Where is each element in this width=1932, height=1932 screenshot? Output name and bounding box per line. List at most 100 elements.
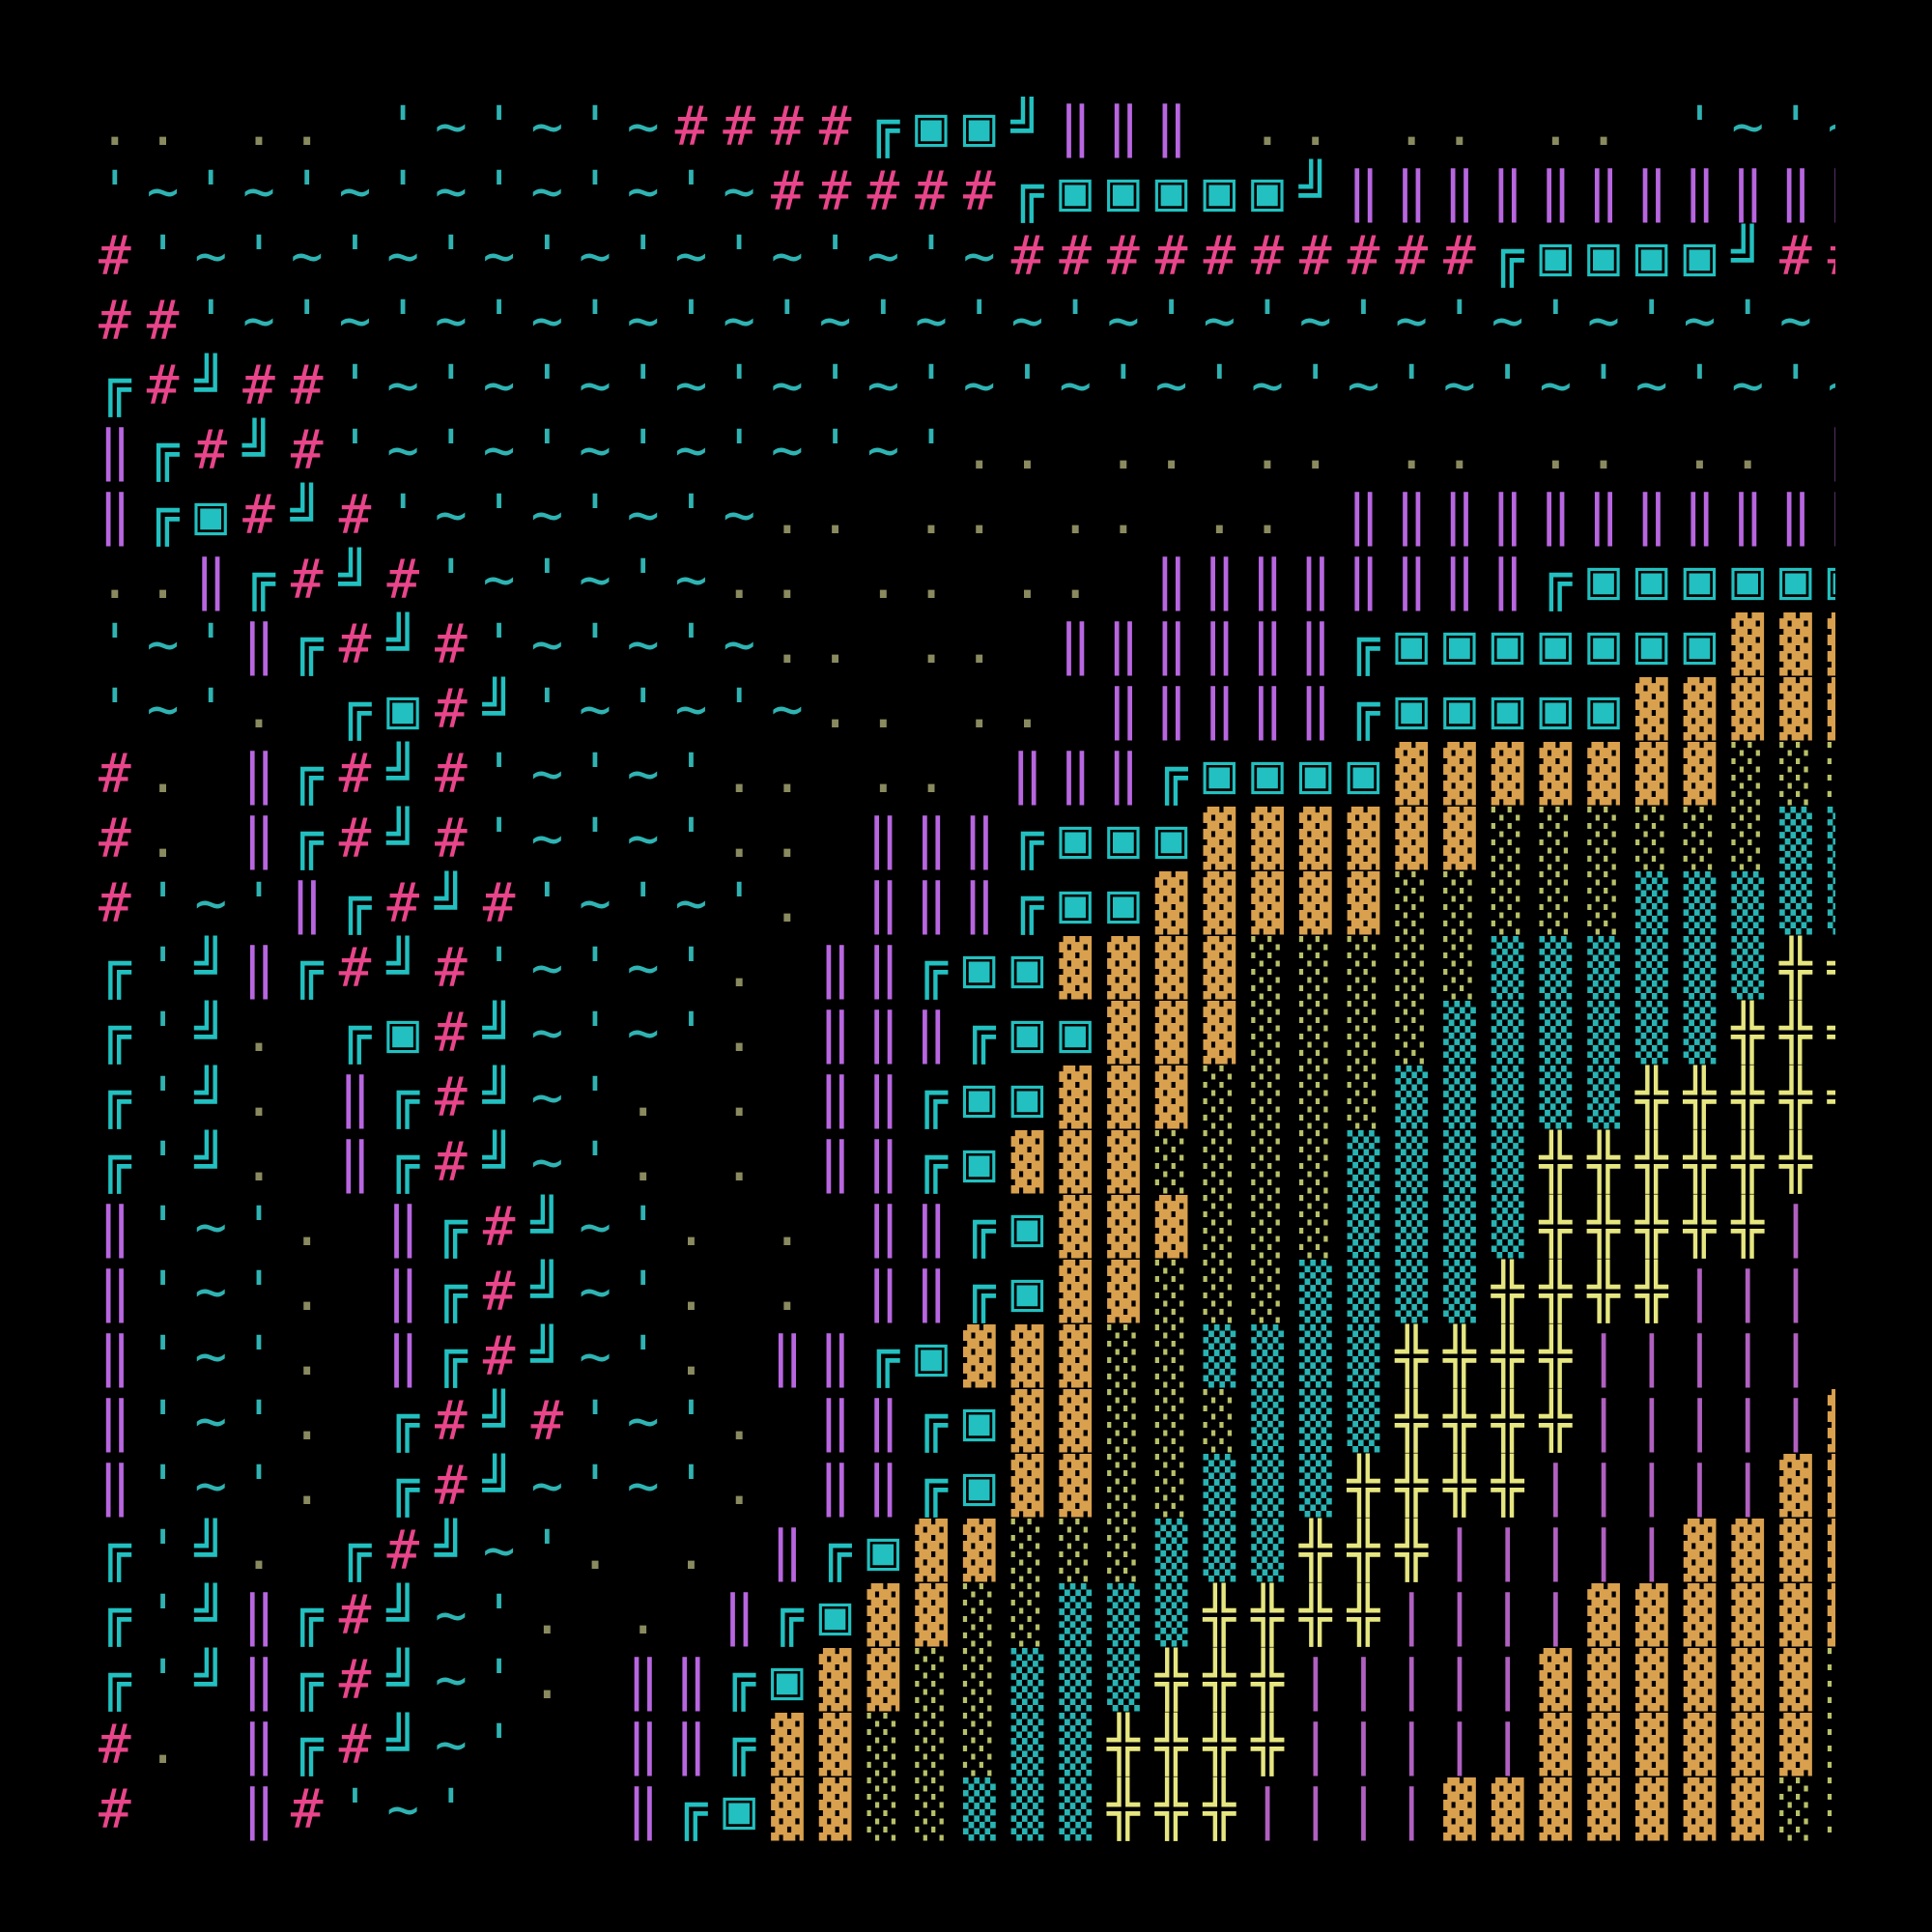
glyph-run: ‖ — [194, 549, 242, 611]
glyph-run: # — [483, 872, 531, 935]
glyph-run: ▓▓▓▓▓▓▓▓▓ — [1779, 1454, 1932, 1518]
glyph-run: ▒▒▒▒▒▒▒ — [1635, 870, 1932, 935]
glyph-row: ##'~'~'~'~'~'~'~'~'~'~'~'~'~'~'~'~'~'~'~… — [99, 290, 1932, 353]
glyph-run: . — [723, 1455, 818, 1518]
glyph-run: ╔▣ — [723, 1649, 818, 1712]
glyph-run: ╝ — [385, 611, 435, 676]
glyph-run: ▒▒▒ — [963, 1776, 1107, 1841]
glyph-row: '~'‖╔#╝#'~'~'~.. .. ‖‖‖‖‖‖╔▣▣▣▣▣▣▣▓▓▓▓▓▓… — [99, 611, 1932, 676]
glyph-run: . . — [627, 1066, 819, 1129]
glyph-run: ‖‖‖‖‖‖‖‖‖‖‖‖‖ — [1348, 160, 1932, 223]
glyph-run: ╝ — [193, 935, 242, 1000]
glyph-run: ╔ — [291, 808, 339, 870]
glyph-run: ‖ — [386, 1325, 435, 1388]
glyph-run: ▒▒▒▒ — [1348, 1129, 1540, 1194]
glyph-run: ‖ — [242, 1778, 291, 1841]
glyph-run: ‖ — [771, 1520, 819, 1582]
glyph-run: ‖‖‖ — [1059, 96, 1203, 158]
glyph-run: ╔▣▣ — [963, 1002, 1107, 1065]
glyph-run: # — [291, 1778, 339, 1841]
glyph-run: ‖ — [99, 1455, 147, 1518]
glyph-run: '~'~'~'~'~'~'~'~'~ — [147, 225, 1011, 288]
glyph-run: . — [723, 1002, 818, 1065]
glyph-run: # — [435, 1390, 483, 1453]
glyph-run: ▓▓ — [1011, 1389, 1107, 1453]
glyph-run: .. .. .. — [1203, 96, 1683, 158]
glyph-run: . . — [627, 1131, 819, 1194]
glyph-run: ╝ — [193, 1518, 242, 1582]
glyph-run: ▓▓▓ — [1059, 1195, 1203, 1259]
glyph-run: ░░░░░░░ — [1731, 742, 1932, 806]
glyph-run: ░░░░░ — [1395, 871, 1635, 935]
glyph-run: # — [435, 1455, 483, 1518]
glyph-row: ╔'╝. ‖╔#╝~'. . ‖‖╔▣▣▓▓▓░░░░▒▒▒▒▒╬╬╬╬╬╬||… — [99, 1065, 1932, 1129]
glyph-run: ‖‖ — [819, 1455, 915, 1518]
glyph-row: ╔'╝. ╔▣#╝~'~'. ‖‖‖╔▣▣▓▓▓░░░░▒▒▒▒▒▒╬╬╬╬╬╬… — [99, 1000, 1932, 1065]
glyph-run: ░░░ — [1155, 1260, 1299, 1323]
glyph-run: ╔▣ — [963, 1196, 1059, 1259]
glyph-run: # — [99, 1714, 147, 1776]
glyph-run: ‖‖ — [819, 1390, 915, 1453]
glyph-run: # — [339, 1584, 387, 1647]
glyph-run: '~'~'~ — [435, 549, 723, 611]
glyph-run: ||||| — [1443, 1520, 1684, 1582]
glyph-run: ‖‖‖ — [1011, 743, 1155, 806]
glyph-run: ▓▓▓ — [963, 1324, 1107, 1388]
glyph-run: ▓▓▓▓▓▓▓▓ — [1828, 1389, 1932, 1453]
glyph-run: ╬╬╬╬╬╬╬ — [1730, 1000, 1932, 1065]
glyph-run: ‖‖ — [867, 1196, 962, 1259]
glyph-run: ' — [147, 1002, 195, 1065]
glyph-run: # — [291, 419, 339, 482]
glyph-run: ╔▣ — [915, 1390, 1010, 1453]
glyph-run: '~'~'~'~'~'~'~'~'~'~'~'~'~'~'~'~'~'~'~'~… — [194, 290, 1932, 353]
glyph-run: ╔ — [99, 1520, 147, 1582]
glyph-run: |||| — [1251, 1778, 1443, 1841]
glyph-row: ╔'╝. ‖╔#╝~'. . ‖‖╔▣▓▓▓░░░░▒▒▒▒╬╬╬╬╬╬||||… — [99, 1129, 1932, 1194]
glyph-run: '~' — [147, 1325, 291, 1388]
glyph-run: ‖ — [386, 1196, 435, 1259]
glyph-run: ########## — [1011, 225, 1492, 288]
glyph-run: '~'~'~'~'~'~'~'~'~'~' — [1684, 96, 1932, 158]
glyph-run: ╬╬╬ — [1154, 1647, 1299, 1712]
glyph-run: ╝ — [434, 1518, 483, 1582]
glyph-run: # — [435, 1131, 483, 1194]
glyph-run: ╝ — [193, 353, 242, 417]
glyph-run: ░░░ — [1011, 1519, 1155, 1582]
glyph-run: ╔ — [435, 1261, 483, 1323]
glyph-run: ╬╬╬╬ — [1106, 1712, 1299, 1776]
glyph-run: ######### — [1779, 225, 1932, 288]
glyph-row: ..‖╔#╝#'~'~'~.. .. .. ‖‖‖‖‖‖‖‖╔▣▣▣▣▣▣▣▣▓… — [99, 547, 1932, 611]
glyph-run: ▓▓▓ — [1011, 1130, 1155, 1194]
glyph-row: ‖'~'. ‖╔#╝~'. . ‖‖╔▣▓▓▓░░░▒▒▒▒╬╬╬╬╬|||||… — [99, 1194, 1932, 1259]
glyph-run: ▓▓▓▓▓▓▓▓ — [1731, 612, 1932, 676]
glyph-run: ‖‖ — [819, 937, 915, 1000]
glyph-run: ╔ — [339, 1520, 387, 1582]
glyph-run: ╔ — [291, 1584, 339, 1647]
glyph-run: ▓▓ — [771, 1777, 867, 1841]
glyph-run: ‖ — [242, 1584, 291, 1647]
glyph-run: . — [242, 1131, 338, 1194]
glyph-run: '~'~' — [483, 937, 724, 1000]
glyph-run: # — [483, 1325, 531, 1388]
glyph-run: ╔ — [99, 1002, 147, 1065]
glyph-run: ╬╬╬ — [1298, 1518, 1443, 1582]
glyph-run: . — [147, 1714, 242, 1776]
glyph-run: '~' — [147, 1390, 291, 1453]
glyph-run: ‖‖‖‖‖‖‖‖ — [1155, 549, 1540, 611]
glyph-run: ╝ — [385, 1582, 435, 1647]
glyph-run: ╔ — [291, 743, 339, 806]
glyph-run: ▓▓ — [867, 1583, 962, 1647]
glyph-run: ╔ — [339, 872, 387, 935]
glyph-run: ' — [147, 1131, 195, 1194]
glyph-run: ~' — [530, 1066, 626, 1129]
glyph-run: ▓▓ — [1059, 1260, 1154, 1323]
glyph-row: ‖'~'. ╔#╝~'~'. ‖‖╔▣▓▓░░▒▒▒╬╬╬╬|||||▓▓▓▓▓… — [99, 1453, 1932, 1518]
glyph-run: ░░░ — [1107, 1389, 1251, 1453]
glyph-run: ░░░░ — [1155, 1130, 1348, 1194]
glyph-run: ‖ — [99, 1261, 147, 1323]
glyph-run: ‖ — [386, 1261, 435, 1323]
glyph-run: ‖ — [99, 484, 147, 547]
glyph-run: . — [291, 1325, 386, 1388]
glyph-run: '~'~'~'~ — [386, 484, 771, 547]
glyph-run: # — [339, 1714, 387, 1776]
